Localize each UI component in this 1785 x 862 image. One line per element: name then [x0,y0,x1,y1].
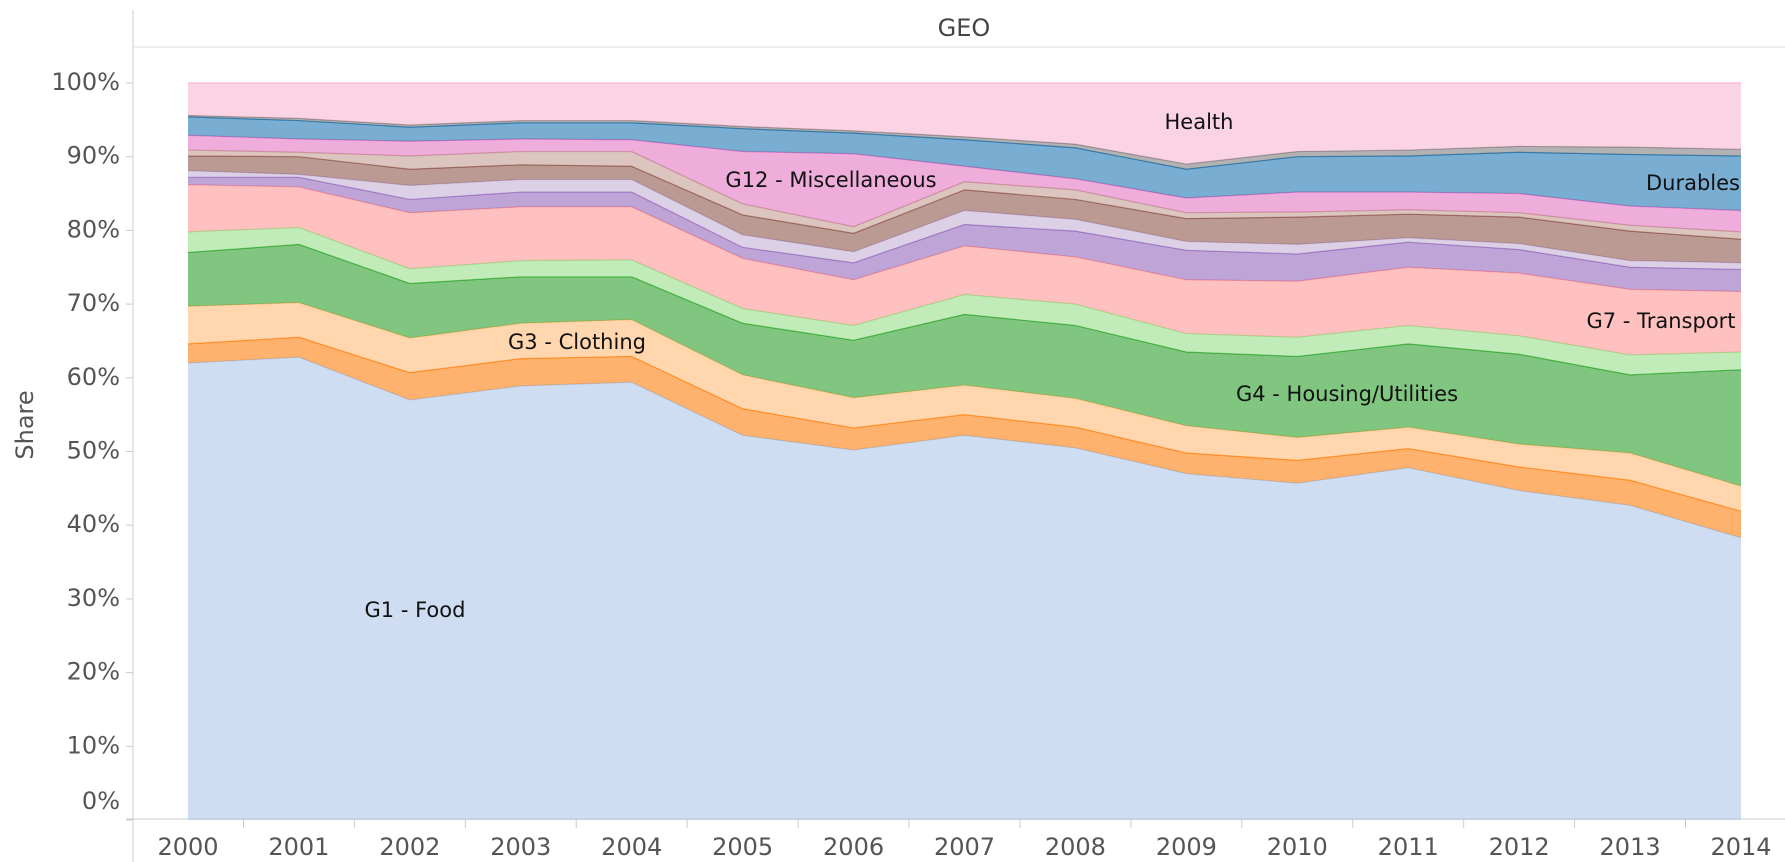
area [188,170,1741,270]
x-tick-label: 2010 [1267,833,1328,861]
y-tick-label: 10% [67,731,120,759]
y-tick-label: 20% [67,658,120,686]
series-label: G12 - Miscellaneous [725,168,936,192]
series-label: Durables [1646,171,1740,195]
area [188,115,1741,170]
area [188,177,1741,292]
chart-title: GEO [938,14,991,42]
x-tick-label: 2009 [1156,833,1217,861]
area [188,227,1741,375]
x-tick-label: 2001 [268,833,329,861]
x-tick-label: 2012 [1489,833,1550,861]
area [188,83,1741,165]
y-tick-label: 40% [67,510,120,538]
series-label: Health [1165,110,1234,134]
x-tick-label: 2002 [379,833,440,861]
x-tick-label: 2008 [1045,833,1106,861]
x-tick-label: 2011 [1378,833,1439,861]
y-tick-label: 90% [67,142,120,170]
x-tick-label: 2006 [823,833,884,861]
x-tick-label: 2003 [490,833,551,861]
x-tick-label: 2004 [601,833,662,861]
area [188,116,1741,211]
series-label: G4 - Housing/Utilities [1236,382,1458,406]
x-tick-label: 2014 [1710,833,1771,861]
area [188,150,1741,240]
area [188,302,1741,512]
area [188,184,1741,355]
series-label: G3 - Clothing [508,330,646,354]
x-tick-label: 2007 [934,833,995,861]
series-label: G7 - Transport [1586,309,1735,333]
y-tick-label: 100% [51,68,120,96]
y-tick-label: 80% [67,215,120,243]
y-tick-label: 60% [67,363,120,391]
y-tick-label: 50% [67,437,120,465]
area [188,155,1741,263]
series-label: G1 - Food [365,598,466,622]
y-tick-label: 0% [82,787,120,815]
y-tick-label: 70% [67,289,120,317]
area [188,135,1741,232]
area [188,337,1741,538]
area [188,244,1741,487]
area [188,357,1741,820]
y-axis-label: Share [11,390,39,459]
x-tick-label: 2000 [157,833,218,861]
y-tick-label: 30% [67,584,120,612]
x-tick-label: 2013 [1600,833,1661,861]
x-tick-label: 2005 [712,833,773,861]
